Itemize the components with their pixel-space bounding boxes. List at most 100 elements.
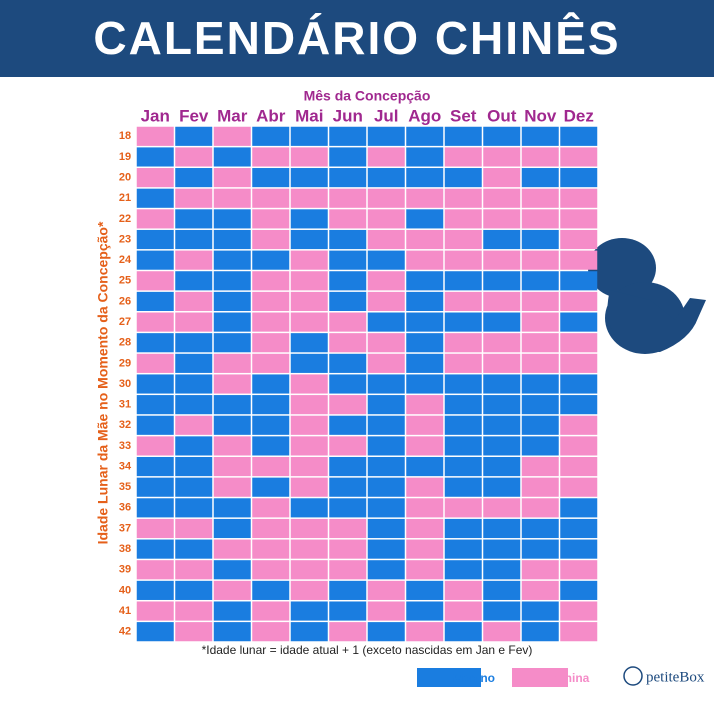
- cell: [136, 209, 174, 229]
- cell: [213, 147, 251, 167]
- age-label: 25: [119, 275, 131, 287]
- cell: [560, 229, 598, 250]
- cell: [406, 477, 444, 497]
- cell: [213, 436, 251, 456]
- cell: [290, 374, 328, 394]
- cell: [290, 477, 328, 497]
- cell: [175, 456, 213, 477]
- cell: [290, 250, 328, 270]
- cell: [329, 477, 367, 497]
- cell: [444, 312, 482, 332]
- cell: [252, 580, 290, 600]
- cell: [406, 168, 444, 188]
- cell: [290, 168, 328, 188]
- cell: [213, 539, 251, 559]
- cell: [560, 209, 598, 229]
- cell: [521, 271, 559, 291]
- cell: [483, 333, 521, 353]
- cell: [560, 436, 598, 456]
- cell: [444, 601, 482, 621]
- cell: [175, 518, 213, 539]
- legend-swatch: [417, 668, 481, 687]
- cell: [252, 126, 290, 146]
- cell: [483, 477, 521, 497]
- cell: [367, 456, 405, 477]
- cell: [560, 374, 598, 394]
- cell: [560, 498, 598, 518]
- cell: [136, 291, 174, 312]
- cell: [252, 539, 290, 559]
- cell: [290, 291, 328, 312]
- age-label: 35: [119, 481, 131, 493]
- y-title: Idade Lunar da Mãe no Momento da Concepç…: [95, 221, 111, 544]
- cell: [213, 601, 251, 621]
- cell: [406, 333, 444, 353]
- cell: [444, 126, 482, 146]
- age-label: 40: [119, 584, 131, 596]
- month-label: Nov: [524, 106, 557, 125]
- cell: [252, 560, 290, 580]
- cell: [136, 477, 174, 497]
- cell: [560, 395, 598, 415]
- cell: [329, 622, 367, 642]
- cell: [521, 539, 559, 559]
- cell: [560, 188, 598, 208]
- cell: [252, 622, 290, 642]
- cell: [329, 312, 367, 332]
- cell: [367, 188, 405, 208]
- age-label: 39: [119, 564, 131, 576]
- cell: [136, 415, 174, 435]
- cell: [483, 209, 521, 229]
- cell: [483, 415, 521, 435]
- cell: [252, 312, 290, 332]
- cell: [483, 312, 521, 332]
- cell: [213, 168, 251, 188]
- cell: [367, 168, 405, 188]
- cell: [406, 498, 444, 518]
- cell: [213, 353, 251, 373]
- cell: [136, 498, 174, 518]
- cell: [252, 477, 290, 497]
- cell: [406, 353, 444, 373]
- age-label: 36: [119, 502, 131, 514]
- cell: [521, 147, 559, 167]
- age-label: 24: [119, 254, 132, 266]
- cell: [521, 312, 559, 332]
- cell: [406, 312, 444, 332]
- cell: [521, 291, 559, 312]
- cell: [444, 353, 482, 373]
- cell: [560, 250, 598, 270]
- cell: [290, 353, 328, 373]
- cell: [136, 312, 174, 332]
- cell: [290, 188, 328, 208]
- cell: [560, 456, 598, 477]
- cell: [175, 291, 213, 312]
- cell: [329, 601, 367, 621]
- cell: [521, 168, 559, 188]
- age-label: 34: [119, 460, 132, 472]
- cell: [560, 291, 598, 312]
- cell: [175, 229, 213, 250]
- cell: [444, 147, 482, 167]
- cell: [560, 539, 598, 559]
- cell: [136, 374, 174, 394]
- cell: [367, 353, 405, 373]
- cell: [444, 580, 482, 600]
- month-label: Abr: [256, 106, 286, 125]
- cell: [290, 456, 328, 477]
- cell: [213, 229, 251, 250]
- cell: [560, 415, 598, 435]
- cell: [252, 415, 290, 435]
- cell: [175, 560, 213, 580]
- cell: [367, 333, 405, 353]
- cell: [136, 560, 174, 580]
- cell: [136, 333, 174, 353]
- cell: [521, 188, 559, 208]
- cell: [444, 291, 482, 312]
- cell: [175, 333, 213, 353]
- cell: [367, 271, 405, 291]
- cell: [521, 374, 559, 394]
- age-label: 32: [119, 419, 131, 431]
- cell: [444, 498, 482, 518]
